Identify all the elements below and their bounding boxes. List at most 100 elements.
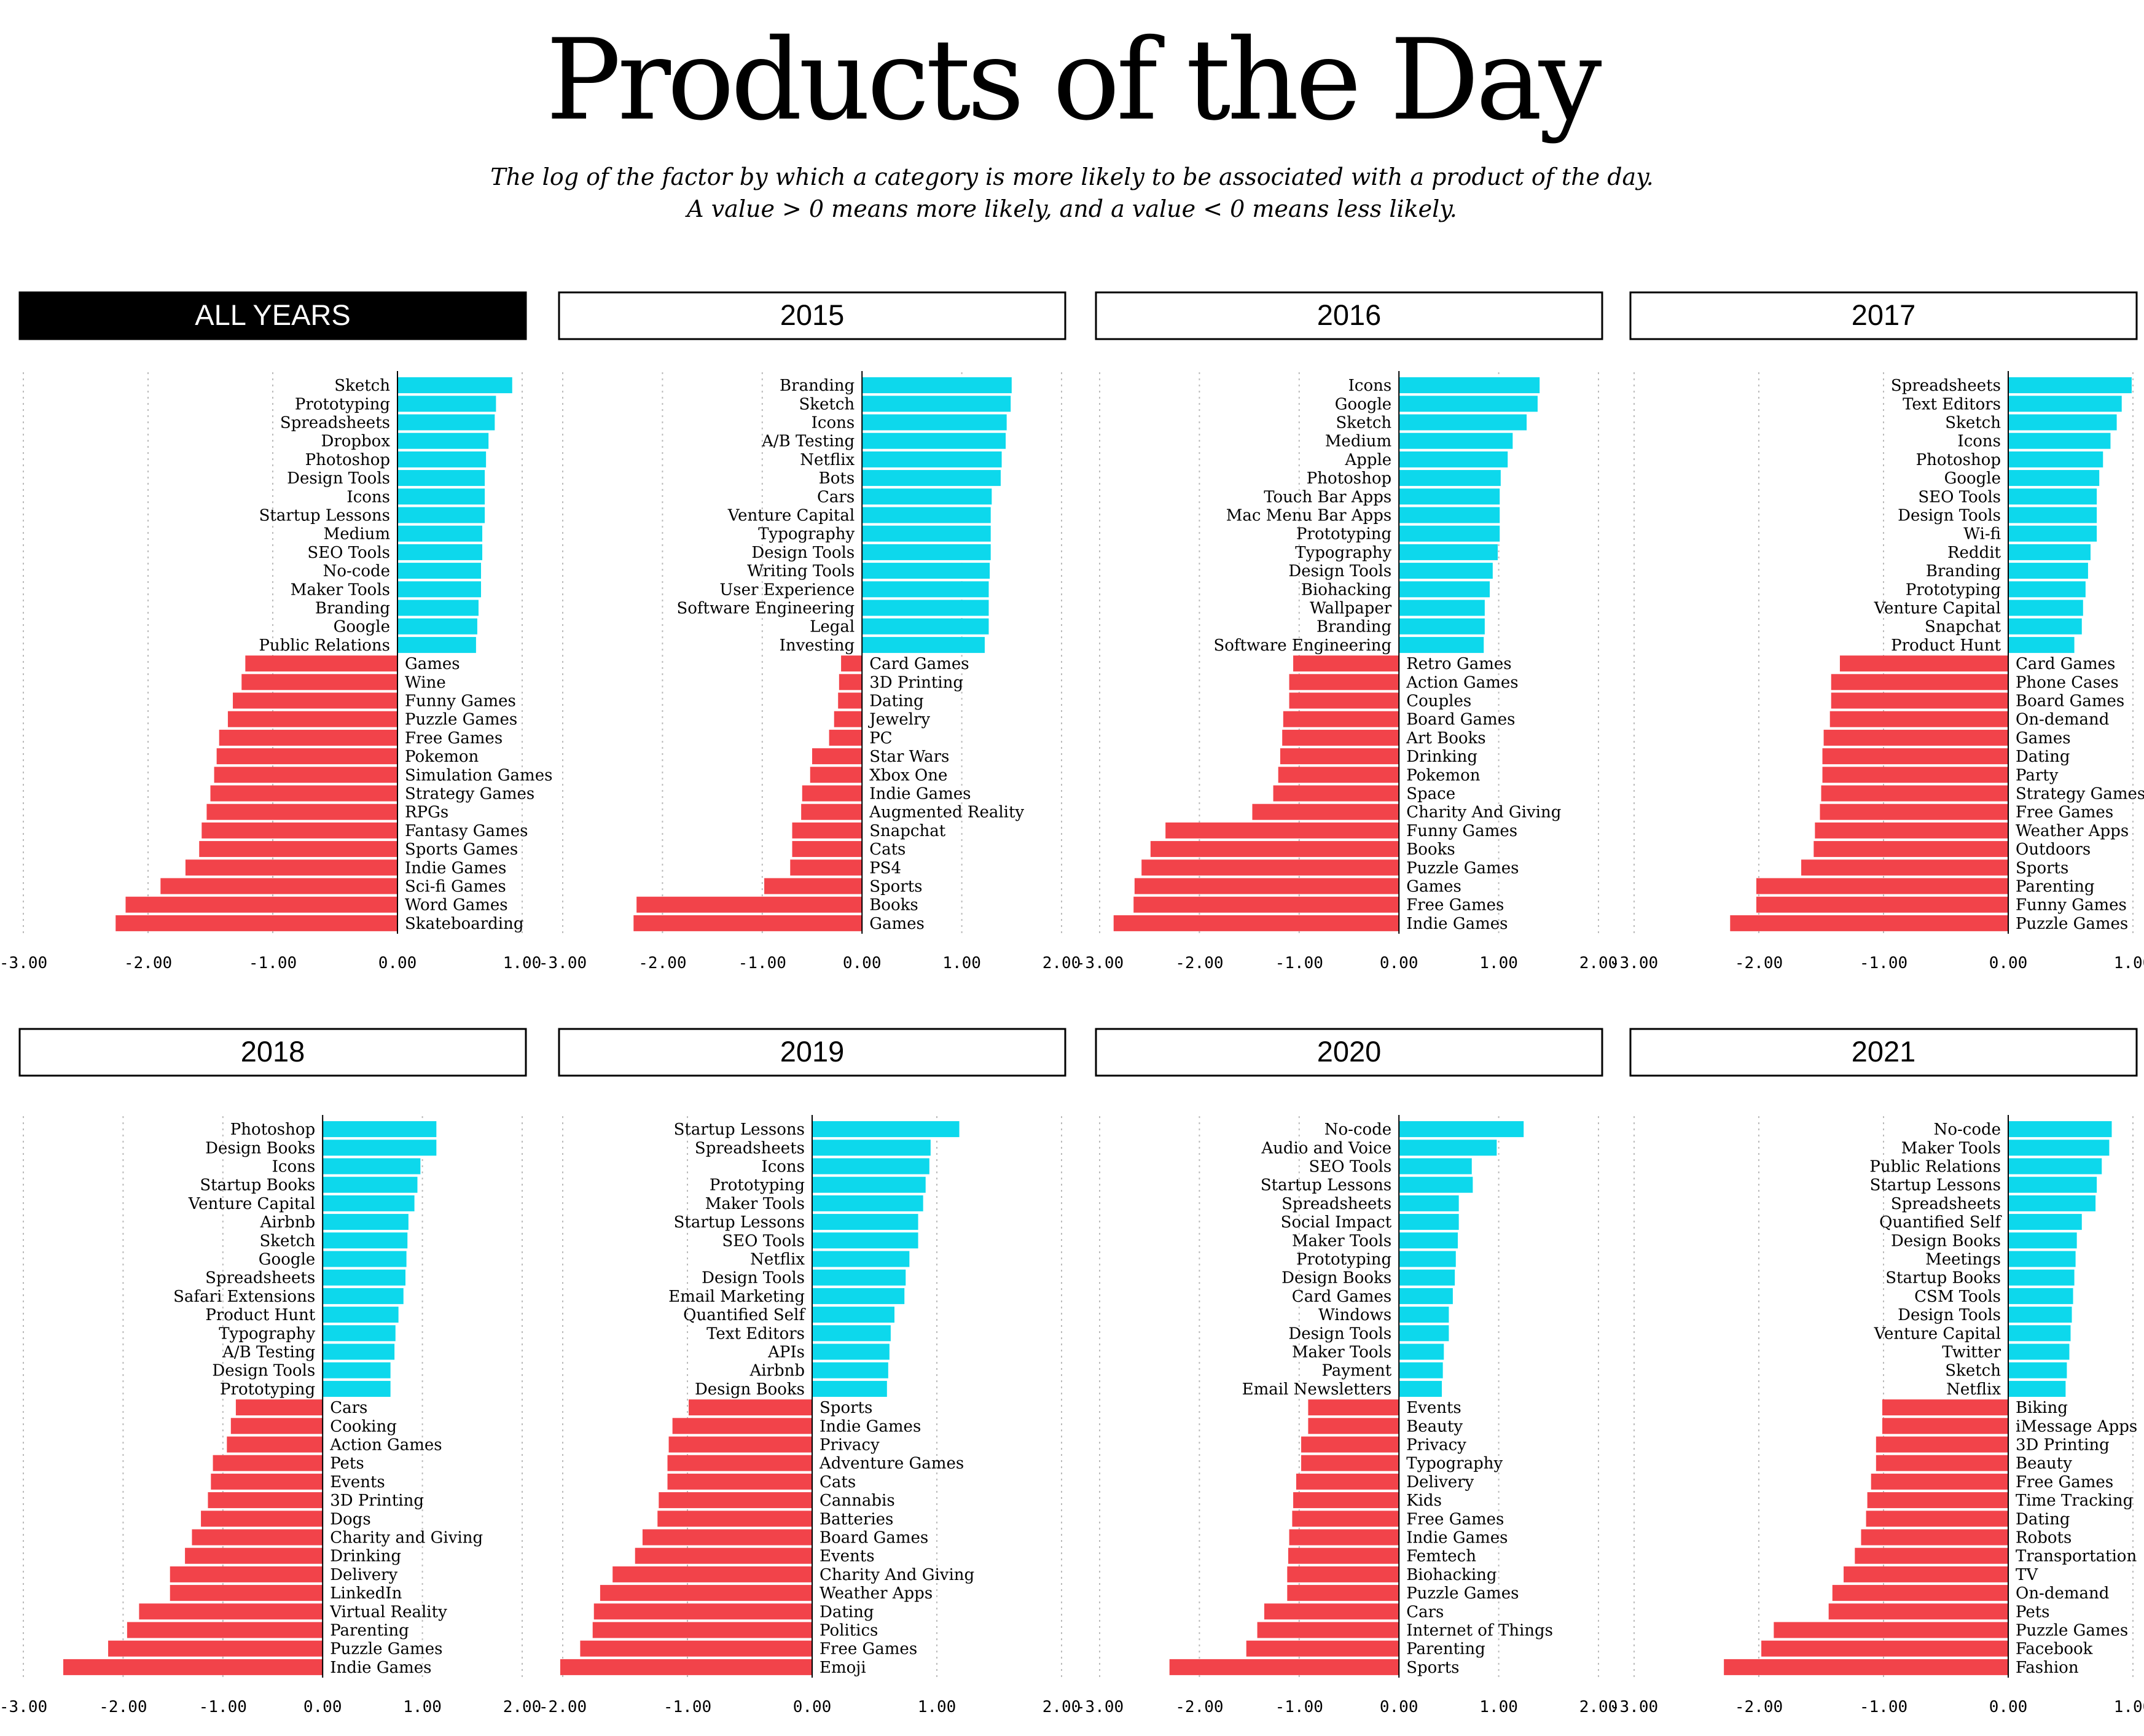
bar [668, 1436, 812, 1453]
category-label: Photoshop [305, 451, 390, 469]
category-label: Design Books [1891, 1232, 2001, 1250]
category-label: Pets [2016, 1603, 2050, 1621]
bar [219, 729, 397, 746]
category-label: No-code [323, 562, 390, 581]
bar [1761, 1640, 2008, 1657]
bar [397, 507, 485, 523]
category-label: Delivery [330, 1566, 397, 1584]
category-label: Space [1406, 785, 1455, 803]
category-label: Phone Cases [2016, 673, 2119, 692]
tick-label: 2.00 [1579, 1698, 1618, 1716]
category-label: Photoshop [230, 1120, 315, 1139]
bar [1821, 785, 2008, 802]
bar [170, 1585, 323, 1601]
bar [323, 1251, 407, 1267]
bar [1839, 655, 2008, 672]
category-label: SEO Tools [307, 544, 390, 562]
category-label: Medium [1325, 432, 1391, 451]
bar [636, 896, 863, 913]
tick-label: 0.00 [1989, 1698, 2028, 1716]
bar [812, 1307, 894, 1323]
bar [1399, 544, 1498, 560]
bar [862, 451, 1002, 467]
bar [841, 655, 863, 672]
category-label: Design Books [1281, 1269, 1391, 1288]
category-label: Startup Lessons [1870, 1176, 2001, 1195]
tick-label: 1.00 [503, 954, 542, 972]
bar [1296, 1473, 1399, 1490]
bar [1399, 432, 1513, 449]
bar [812, 1269, 906, 1286]
category-label: Charity And Giving [1406, 803, 1561, 822]
category-label: Startup Books [200, 1176, 315, 1195]
panel-header-box [1095, 1028, 1603, 1077]
category-label: Dating [2016, 748, 2070, 766]
bar [1756, 878, 2008, 894]
tick-label: 0.00 [843, 954, 882, 972]
tick-label: 0.00 [378, 954, 417, 972]
bar [593, 1603, 812, 1620]
bar [862, 581, 989, 598]
bar [1293, 1492, 1399, 1509]
bar [633, 915, 863, 931]
bar [1399, 396, 1538, 412]
tick-label: -1.00 [1860, 1698, 1907, 1716]
tick-label: -1.00 [738, 954, 786, 972]
bar [862, 507, 991, 523]
category-label: Venture Capital [727, 507, 855, 525]
bar [323, 1121, 437, 1138]
category-label: Meetings [1925, 1251, 2001, 1269]
category-label: Internet of Things [1406, 1622, 1553, 1640]
tick-label: -2.00 [124, 954, 172, 972]
bar [689, 1399, 812, 1416]
bar [1289, 1529, 1399, 1546]
category-label: Beauty [2016, 1455, 2072, 1473]
bar [397, 432, 489, 449]
bar [214, 767, 397, 783]
bar [2008, 1362, 2067, 1378]
bar [862, 414, 1007, 431]
bar [1287, 1566, 1399, 1582]
bar [812, 1380, 887, 1397]
bar [862, 377, 1012, 394]
bar [1150, 841, 1399, 858]
category-label: Cannabis [820, 1492, 895, 1510]
bar [323, 1214, 409, 1230]
category-label: Drinking [330, 1547, 401, 1566]
category-label: Icons [346, 488, 390, 506]
category-label: Board Games [1406, 711, 1515, 729]
category-label: Charity And Giving [820, 1566, 974, 1584]
bar [216, 748, 397, 765]
category-label: Sports [820, 1399, 872, 1417]
bar [1289, 692, 1399, 709]
tick-label: 2.00 [1043, 954, 1081, 972]
bar [2008, 470, 2100, 487]
category-label: Social Impact [1281, 1213, 1392, 1232]
category-label: 3D Printing [330, 1492, 424, 1510]
tick-label: 2.00 [1043, 1698, 1081, 1716]
tick-label: -3.00 [539, 954, 587, 972]
category-label: Prototyping [220, 1380, 315, 1399]
category-label: Action Games [1406, 673, 1518, 692]
bar [323, 1288, 404, 1304]
bar [1831, 674, 2008, 690]
bar [2008, 1251, 2076, 1267]
bar [2008, 377, 2132, 394]
bar [1399, 1380, 1442, 1397]
category-label: Email Marketing [668, 1288, 805, 1306]
bar [323, 1158, 421, 1175]
bar [206, 803, 397, 820]
category-label: Free Games [1406, 1510, 1504, 1528]
bar [2008, 488, 2097, 505]
category-label: Design Tools [702, 1269, 805, 1288]
category-label: Prototyping [1906, 581, 2001, 599]
bar [862, 470, 1001, 487]
category-label: No-code [1324, 1120, 1391, 1139]
category-label: On-demand [2016, 711, 2109, 729]
category-label: Sketch [799, 395, 855, 413]
category-label: Text Editors [706, 1324, 805, 1343]
bar [1282, 729, 1399, 746]
category-label: Design Tools [287, 469, 390, 488]
category-label: Puzzle Games [1406, 1584, 1519, 1603]
subtitle-line-2: A value > 0 means more likely, and a val… [687, 195, 1457, 222]
